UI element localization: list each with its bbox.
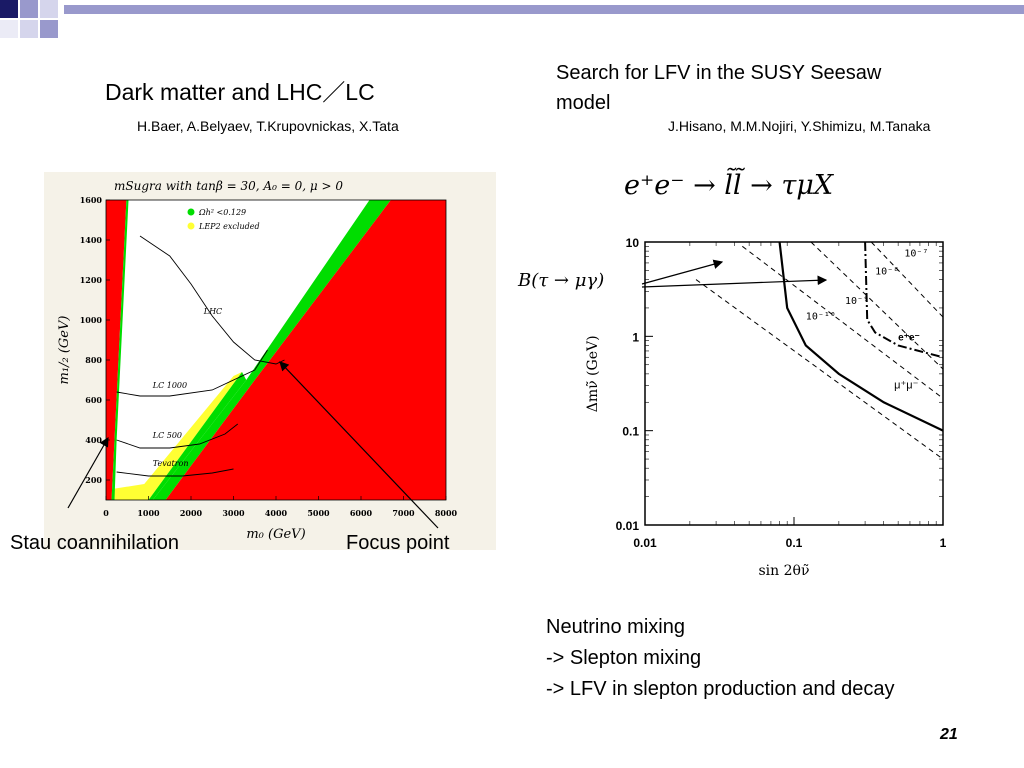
br-contour <box>742 245 944 399</box>
curve-label-ee: e⁺e⁻ <box>898 333 920 344</box>
curve-label-mumu: μ⁺μ⁻ <box>894 379 918 391</box>
lep2-region <box>106 372 242 500</box>
relic-band-lower <box>148 372 247 500</box>
y-tick-label: 1600 <box>80 195 103 205</box>
y-tick-label: 400 <box>85 435 102 445</box>
lfv-plot-svg: 0.01 0.1 1 0.01 0.1 1 10 10⁻⁷ 10⁻⁸ 10⁻⁹ 10⁻¹⁰ e⁺e⁻ μ… <box>585 236 947 579</box>
reaction-equation: e⁺e⁻ → l̃l̃ → τμX <box>624 170 833 201</box>
note-line: -> LFV in slepton production and decay <box>546 678 895 700</box>
chart-title: mSugra with tanβ = 30, A₀ = 0, μ > 0 <box>114 179 343 193</box>
reach-curve-lhc <box>139 235 285 365</box>
msugra-plot: LHC LC 1000 LC 500 Tevatron 0 1000 2000 3000 400… <box>44 172 496 550</box>
header-square <box>40 0 58 18</box>
y-tick-label: 1400 <box>80 235 103 245</box>
x-tick-label: 7000 <box>392 508 415 518</box>
header-square <box>20 0 38 18</box>
arrow-focus <box>279 361 439 529</box>
y-axis-label: Δmν̃ (GeV) <box>585 335 601 412</box>
y-tick-label: 1200 <box>80 275 103 285</box>
x-tick-label: 6000 <box>350 508 373 518</box>
note-line: Neutrino mixing <box>546 616 685 638</box>
curve-label: LHC <box>203 307 222 316</box>
excluded-region-right <box>165 200 446 500</box>
reaction-arrow: → <box>693 170 716 201</box>
relic-band-left <box>111 200 129 500</box>
reach-curve-ee <box>864 241 944 359</box>
x-tick-label: 5000 <box>307 508 330 518</box>
y-tick-label: 10 <box>626 236 640 250</box>
y-tick-label: 800 <box>85 355 102 365</box>
msugra-plot-svg: LHC LC 1000 LC 500 Tevatron 0 1000 2000 3000 400… <box>57 179 458 542</box>
plot-frame <box>644 241 944 526</box>
stau-label: Stau coannihilation <box>10 532 180 554</box>
y-tick-label: 0.1 <box>622 425 639 439</box>
br-contour <box>695 279 944 460</box>
reaction-mid: l̃l̃ <box>724 170 742 201</box>
x-tick-label: 0 <box>103 508 109 518</box>
y-tick-label: 600 <box>85 395 102 405</box>
curve-label: LC 1000 <box>152 381 187 390</box>
arrow-to-contour-1 <box>641 259 724 285</box>
legend-swatch <box>187 222 195 230</box>
curve-label: LC 500 <box>152 431 182 440</box>
legend-label: Ωh² <0.129 <box>198 208 246 217</box>
right-title-line2: model <box>556 92 611 114</box>
reaction-lhs: e⁺e⁻ <box>624 170 685 201</box>
reach-curve-lc-1000 <box>116 349 268 397</box>
header-square <box>0 0 18 18</box>
y-tick-label: 1 <box>632 330 639 344</box>
reach-curve-mumu <box>778 241 944 432</box>
right-title-line1: Search for LFV in the SUSY Seesaw <box>556 62 882 84</box>
y-axis-label: m₁/₂ (GeV) <box>57 316 72 385</box>
contour-label: 10⁻¹⁰ <box>806 312 836 323</box>
reach-curve-tevatron <box>116 468 234 477</box>
right-authors: J.Hisano, M.M.Nojiri, Y.Shimizu, M.Tanak… <box>668 118 931 134</box>
x-axis-label: sin 2θν̃ <box>759 563 810 579</box>
page-number: 21 <box>940 726 958 743</box>
contour-label: 10⁻⁹ <box>845 296 869 307</box>
header-square <box>0 20 18 38</box>
x-tick-label: 1 <box>940 536 947 550</box>
excluded-region-left <box>106 200 127 500</box>
x-tick-label: 1000 <box>137 508 160 518</box>
arrow-to-contour-2 <box>641 275 828 288</box>
x-axis-label: m₀ (GeV) <box>246 527 305 542</box>
br-contour <box>810 241 944 370</box>
notes: Neutrino mixing -> Slepton mixing -> LFV… <box>546 612 895 705</box>
reach-curve-lc-500 <box>116 423 239 449</box>
focus-label: Focus point <box>346 532 450 554</box>
lfv-plot: 0.01 0.1 1 0.01 0.1 1 10 10⁻⁷ 10⁻⁸ 10⁻⁹ 10⁻¹⁰ e⁺e⁻ μ… <box>585 230 960 585</box>
header-decoration <box>0 0 1024 50</box>
x-tick-label: 3000 <box>222 508 245 518</box>
left-authors: H.Baer, A.Belyaev, T.Krupovnickas, X.Tat… <box>137 118 399 134</box>
x-tick-label: 2000 <box>180 508 203 518</box>
x-tick-label: 0.1 <box>786 536 803 550</box>
y-tick-label: 200 <box>85 475 102 485</box>
y-tick-label: 1000 <box>80 315 103 325</box>
x-tick-label: 0.01 <box>633 536 657 550</box>
note-line: -> Slepton mixing <box>546 647 702 669</box>
header-square <box>20 20 38 38</box>
x-tick-label: 8000 <box>435 508 458 518</box>
contour-label: 10⁻⁷ <box>904 249 928 260</box>
arrow-stau <box>67 436 109 509</box>
contour-label: 10⁻⁸ <box>875 267 899 278</box>
legend-label: LEP2 excluded <box>198 222 260 231</box>
branching-label: B(τ → μγ) <box>518 270 605 291</box>
y-tick-label: 0.01 <box>616 519 640 533</box>
reaction-rhs: τμX <box>781 170 834 201</box>
left-title: Dark matter and LHC／LC <box>105 79 375 105</box>
header-square <box>40 20 58 38</box>
header-bar <box>64 5 1024 14</box>
curve-label: Tevatron <box>153 459 189 468</box>
x-tick-label: 4000 <box>265 508 288 518</box>
relic-band-right <box>152 200 391 500</box>
legend-swatch <box>187 208 195 216</box>
reaction-arrow-2: → <box>750 170 773 201</box>
